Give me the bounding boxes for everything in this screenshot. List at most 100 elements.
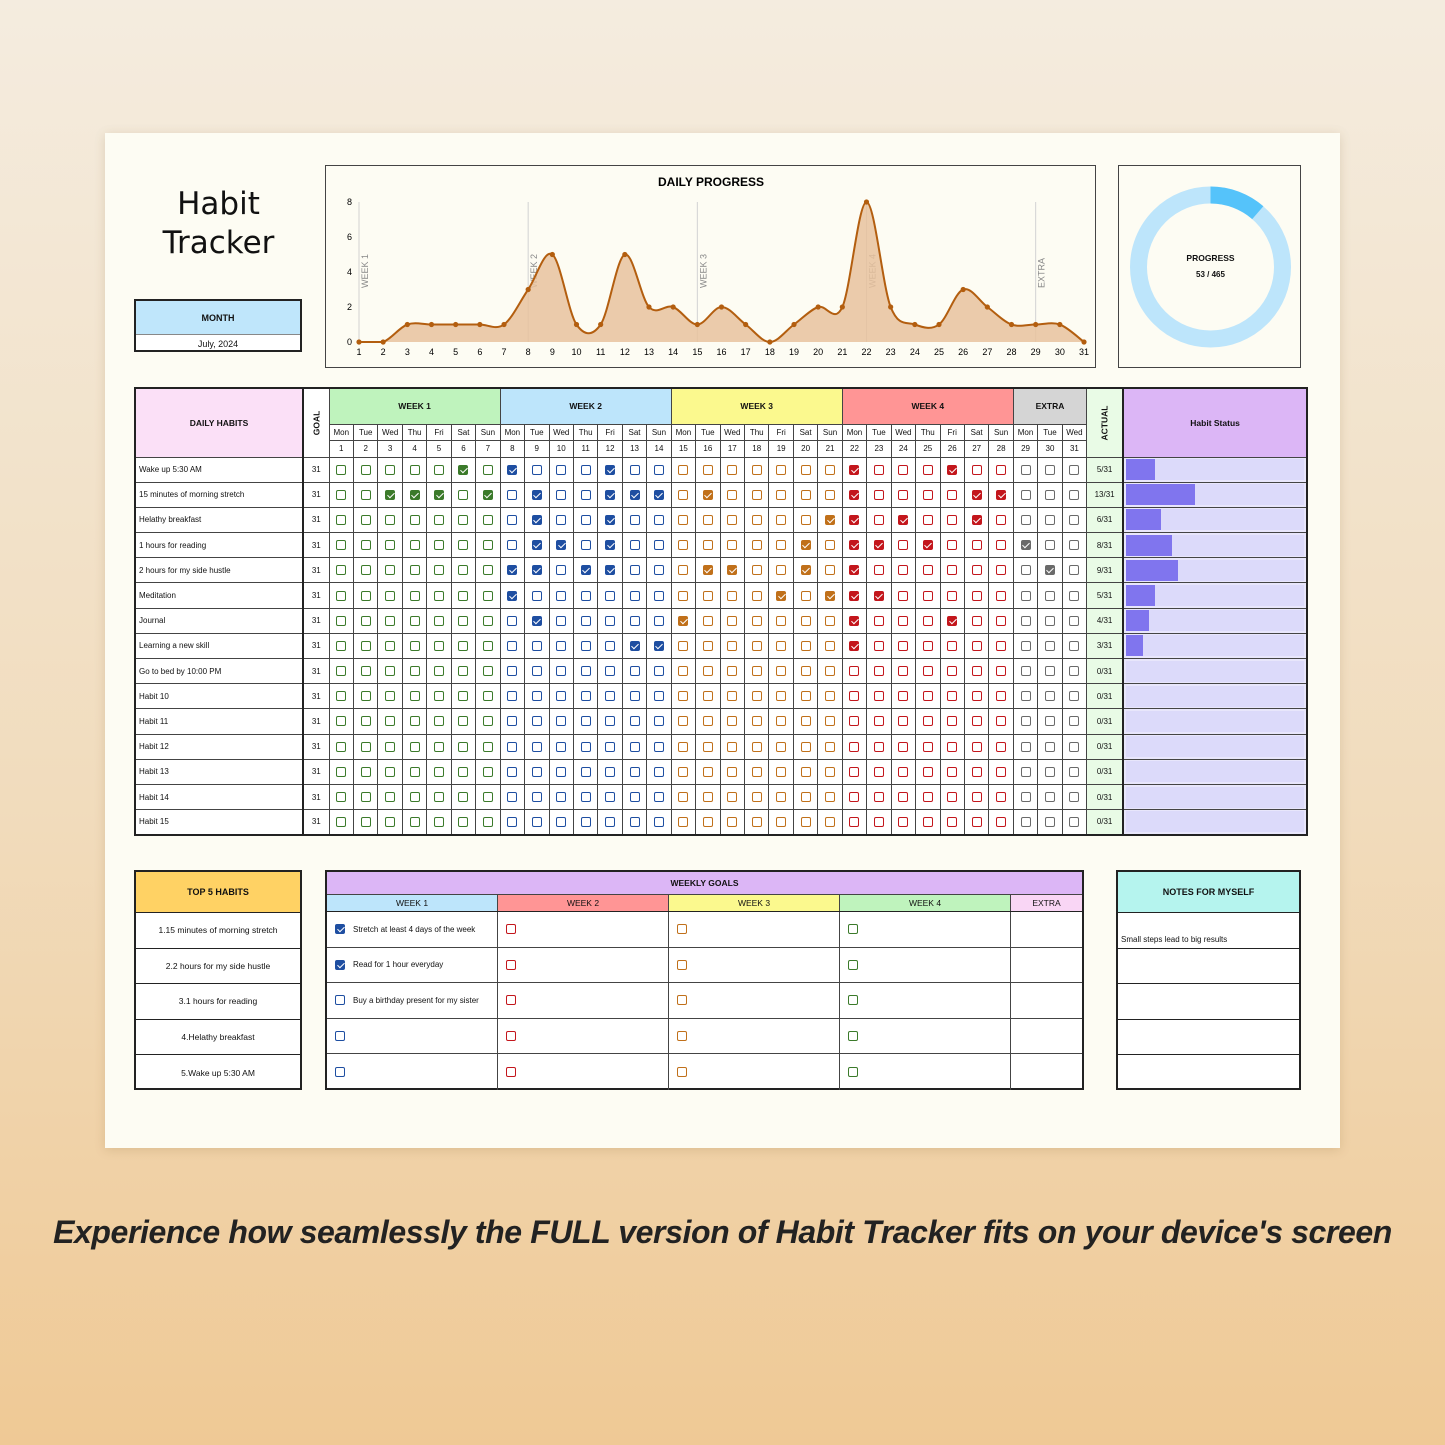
checkbox-checked[interactable] <box>678 615 689 626</box>
checkbox-unchecked[interactable] <box>653 691 664 702</box>
checkbox-unchecked[interactable] <box>507 691 518 702</box>
habit-name[interactable]: 1 hours for reading <box>134 532 304 559</box>
checkbox-unchecked[interactable] <box>873 716 884 727</box>
checkbox-unchecked[interactable] <box>849 691 860 702</box>
checkbox-unchecked[interactable] <box>1044 464 1055 475</box>
checkbox-unchecked[interactable] <box>800 590 811 601</box>
checkbox-unchecked[interactable] <box>580 615 591 626</box>
checkbox-unchecked[interactable] <box>751 741 762 752</box>
checkbox-unchecked[interactable] <box>1044 590 1055 601</box>
checkbox-unchecked[interactable] <box>605 640 616 651</box>
checkbox-unchecked[interactable] <box>971 741 982 752</box>
checkbox-unchecked[interactable] <box>751 590 762 601</box>
checkbox-unchecked[interactable] <box>947 741 958 752</box>
checkbox-unchecked[interactable] <box>360 590 371 601</box>
checkbox-unchecked[interactable] <box>825 716 836 727</box>
checkbox-unchecked[interactable] <box>458 514 469 525</box>
checkbox-unchecked[interactable] <box>727 540 738 551</box>
checkbox-checked[interactable] <box>849 540 860 551</box>
checkbox-checked[interactable] <box>996 489 1007 500</box>
checkbox-unchecked[interactable] <box>629 816 640 827</box>
checkbox-unchecked[interactable] <box>336 741 347 752</box>
habit-name[interactable]: 2 hours for my side hustle <box>134 557 304 584</box>
checkbox-unchecked[interactable] <box>825 640 836 651</box>
checkbox-unchecked[interactable] <box>751 464 762 475</box>
checkbox-unchecked[interactable] <box>800 691 811 702</box>
checkbox-unchecked[interactable] <box>1044 640 1055 651</box>
checkbox-unchecked[interactable] <box>898 489 909 500</box>
checkbox-unchecked[interactable] <box>1044 514 1055 525</box>
checkbox-unchecked[interactable] <box>580 716 591 727</box>
checkbox-unchecked[interactable] <box>385 816 396 827</box>
checkbox-unchecked[interactable] <box>385 716 396 727</box>
checkbox-unchecked[interactable] <box>434 741 445 752</box>
checkbox-unchecked[interactable] <box>360 792 371 803</box>
checkbox-unchecked[interactable] <box>996 792 1007 803</box>
checkbox-unchecked[interactable] <box>360 514 371 525</box>
checkbox-checked[interactable] <box>825 590 836 601</box>
checkbox-unchecked[interactable] <box>848 924 858 935</box>
checkbox-unchecked[interactable] <box>336 464 347 475</box>
checkbox-checked[interactable] <box>849 464 860 475</box>
checkbox-unchecked[interactable] <box>385 615 396 626</box>
checkbox-unchecked[interactable] <box>751 766 762 777</box>
checkbox-unchecked[interactable] <box>971 766 982 777</box>
checkbox-unchecked[interactable] <box>702 666 713 677</box>
month-box[interactable]: MONTH July, 2024 <box>134 299 302 352</box>
checkbox-unchecked[interactable] <box>996 691 1007 702</box>
checkbox-unchecked[interactable] <box>1069 565 1080 576</box>
checkbox-unchecked[interactable] <box>727 590 738 601</box>
checkbox-checked[interactable] <box>898 514 909 525</box>
checkbox-unchecked[interactable] <box>482 590 493 601</box>
checkbox-unchecked[interactable] <box>825 489 836 500</box>
checkbox-unchecked[interactable] <box>727 816 738 827</box>
checkbox-unchecked[interactable] <box>1069 590 1080 601</box>
checkbox-unchecked[interactable] <box>677 959 687 970</box>
weekly-goal-text[interactable]: Read for 1 hour everyday <box>353 960 444 970</box>
checkbox-unchecked[interactable] <box>556 489 567 500</box>
checkbox-unchecked[interactable] <box>800 792 811 803</box>
checkbox-unchecked[interactable] <box>605 666 616 677</box>
checkbox-unchecked[interactable] <box>678 540 689 551</box>
checkbox-unchecked[interactable] <box>507 792 518 803</box>
checkbox-unchecked[interactable] <box>580 540 591 551</box>
checkbox-unchecked[interactable] <box>629 615 640 626</box>
checkbox-unchecked[interactable] <box>1044 792 1055 803</box>
checkbox-unchecked[interactable] <box>751 489 762 500</box>
checkbox-unchecked[interactable] <box>580 640 591 651</box>
checkbox-unchecked[interactable] <box>947 489 958 500</box>
checkbox-unchecked[interactable] <box>751 816 762 827</box>
checkbox-unchecked[interactable] <box>434 716 445 727</box>
checkbox-unchecked[interactable] <box>409 464 420 475</box>
checkbox-unchecked[interactable] <box>776 741 787 752</box>
checkbox-unchecked[interactable] <box>727 766 738 777</box>
checkbox-unchecked[interactable] <box>506 924 516 935</box>
checkbox-unchecked[interactable] <box>996 464 1007 475</box>
checkbox-unchecked[interactable] <box>996 540 1007 551</box>
checkbox-unchecked[interactable] <box>458 792 469 803</box>
checkbox-unchecked[interactable] <box>1069 792 1080 803</box>
checkbox-unchecked[interactable] <box>605 590 616 601</box>
checkbox-unchecked[interactable] <box>898 464 909 475</box>
checkbox-unchecked[interactable] <box>434 464 445 475</box>
checkbox-checked[interactable] <box>800 565 811 576</box>
checkbox-unchecked[interactable] <box>922 816 933 827</box>
checkbox-unchecked[interactable] <box>873 766 884 777</box>
checkbox-unchecked[interactable] <box>1069 514 1080 525</box>
checkbox-unchecked[interactable] <box>947 691 958 702</box>
checkbox-unchecked[interactable] <box>996 640 1007 651</box>
habit-name[interactable]: Habit 10 <box>134 683 304 710</box>
checkbox-checked[interactable] <box>653 489 664 500</box>
checkbox-unchecked[interactable] <box>556 666 567 677</box>
checkbox-unchecked[interactable] <box>873 565 884 576</box>
checkbox-unchecked[interactable] <box>898 691 909 702</box>
checkbox-unchecked[interactable] <box>336 816 347 827</box>
checkbox-unchecked[interactable] <box>556 464 567 475</box>
checkbox-unchecked[interactable] <box>971 691 982 702</box>
checkbox-unchecked[interactable] <box>678 489 689 500</box>
checkbox-unchecked[interactable] <box>556 565 567 576</box>
checkbox-checked[interactable] <box>605 464 616 475</box>
checkbox-checked[interactable] <box>849 565 860 576</box>
checkbox-unchecked[interactable] <box>751 792 762 803</box>
habit-name[interactable]: Habit 15 <box>134 809 304 836</box>
